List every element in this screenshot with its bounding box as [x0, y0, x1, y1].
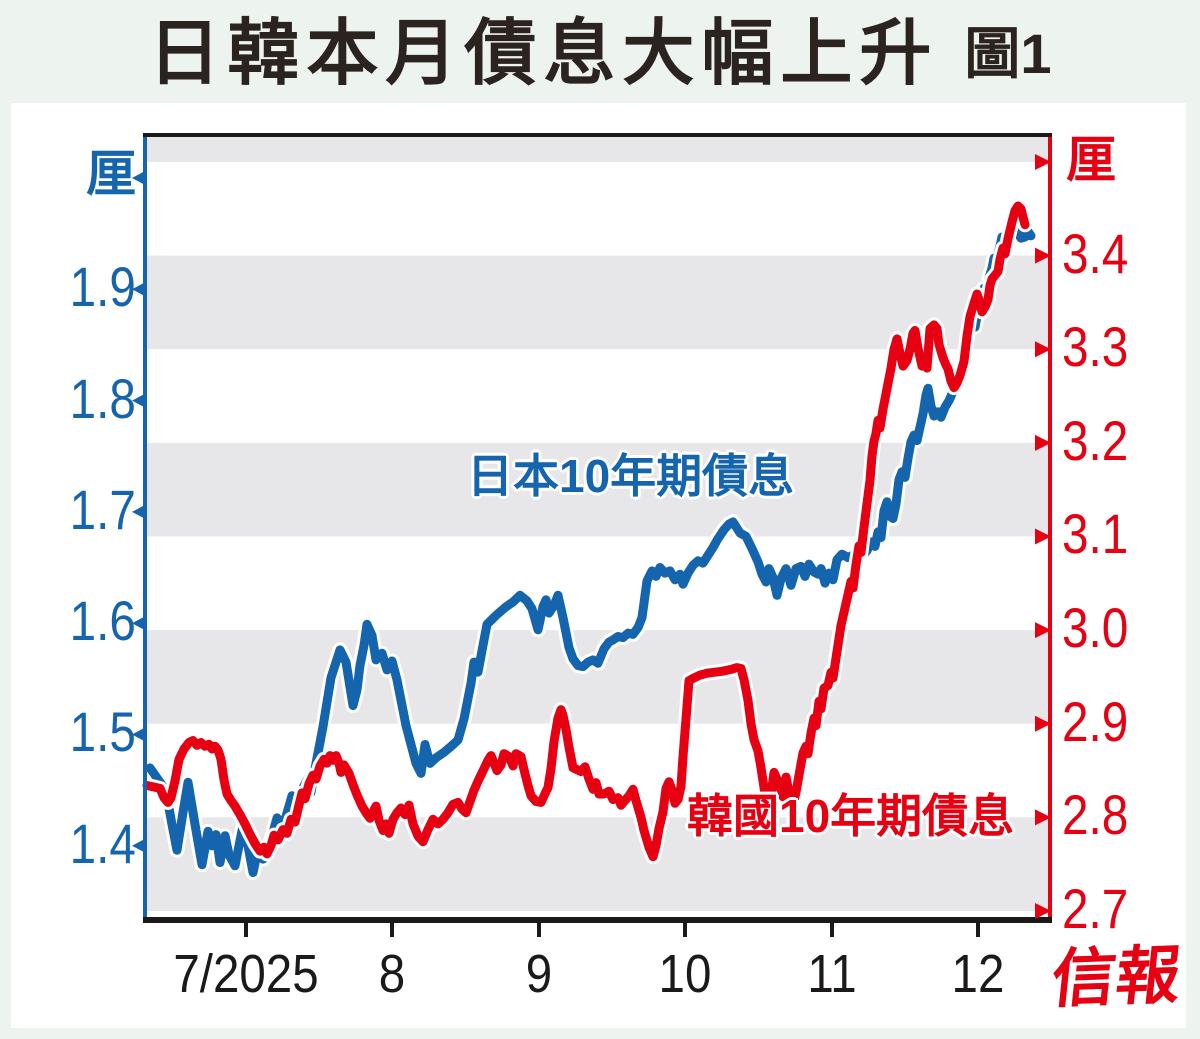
- series-line-korea_10y: [142, 201, 1030, 862]
- left-axis-unit: 厘: [86, 146, 136, 202]
- left-axis-tick-label: 1.8: [69, 366, 136, 430]
- left-axis-tick-label: 1.4: [69, 811, 136, 875]
- right-axis-tick: [1035, 809, 1051, 826]
- series-label-japan: 日本10年期債息: [467, 450, 795, 502]
- x-axis-tick: [976, 923, 980, 937]
- figure-number: 圖1: [964, 22, 1052, 85]
- left-axis-tick-label: 1.5: [69, 700, 136, 764]
- x-axis-tick-label: 11: [807, 944, 857, 1004]
- chart-title: 日韓本月債息大幅上升: [148, 14, 939, 94]
- right-axis-tick-label: 2.8: [1062, 783, 1129, 847]
- chart-title-row: 日韓本月債息大幅上升 圖1: [0, 4, 1200, 100]
- right-axis-tick-label: 3.2: [1062, 408, 1129, 472]
- x-axis-tick: [390, 923, 394, 937]
- left-axis-tick-label: 1.7: [69, 477, 136, 541]
- series-label-korea: 韓國10年期債息: [687, 790, 1015, 842]
- right-axis-tick: [1035, 715, 1051, 732]
- right-axis-tick: [1035, 434, 1051, 451]
- grid-band: [145, 817, 1050, 911]
- grid-band: [145, 630, 1050, 724]
- x-axis-tick: [683, 923, 687, 937]
- right-axis-tick: [1035, 903, 1051, 919]
- series-line-japan_10y: [163, 212, 1036, 877]
- right-axis-tick-label: 2.9: [1062, 689, 1129, 753]
- x-axis-tick-label: 7/2025: [173, 944, 319, 1004]
- chart-plot-area: [132, 133, 1052, 937]
- left-axis-tick: [132, 503, 147, 520]
- x-axis-tick-label: 9: [525, 944, 553, 1004]
- right-axis-tick-label: 3.1: [1062, 502, 1129, 566]
- right-axis-tick: [1035, 247, 1051, 264]
- right-axis-tick: [1035, 528, 1051, 545]
- right-axis-tick-label: 3.0: [1062, 596, 1129, 660]
- x-axis-tick: [537, 923, 541, 937]
- left-axis-tick: [132, 837, 147, 854]
- left-axis-tick: [132, 726, 147, 743]
- left-axis-tick: [132, 392, 147, 409]
- left-axis-tick-label: 1.6: [69, 589, 136, 653]
- x-axis-tick: [244, 923, 248, 937]
- left-axis-tick: [132, 170, 147, 186]
- right-axis-tick: [1035, 154, 1051, 170]
- x-axis-tick-label: 8: [378, 944, 406, 1004]
- left-axis-tick-label: 1.9: [69, 255, 136, 319]
- x-axis-tick: [830, 923, 834, 937]
- x-axis-tick-label: 10: [658, 944, 712, 1004]
- right-axis-tick: [1035, 341, 1051, 358]
- right-axis-tick-label: 2.7: [1062, 877, 1129, 940]
- publisher-logo: 信報: [1048, 939, 1185, 1016]
- x-axis-tick-label: 12: [951, 944, 1005, 1004]
- right-axis-tick: [1035, 622, 1051, 639]
- left-axis-tick: [132, 281, 147, 298]
- right-axis-unit: 厘: [1066, 132, 1116, 188]
- plot-svg: [132, 133, 1052, 937]
- left-axis-tick: [132, 615, 147, 632]
- right-axis-tick-label: 3.3: [1062, 315, 1129, 379]
- right-axis-tick-label: 3.4: [1062, 221, 1129, 285]
- grid-band: [145, 135, 1050, 162]
